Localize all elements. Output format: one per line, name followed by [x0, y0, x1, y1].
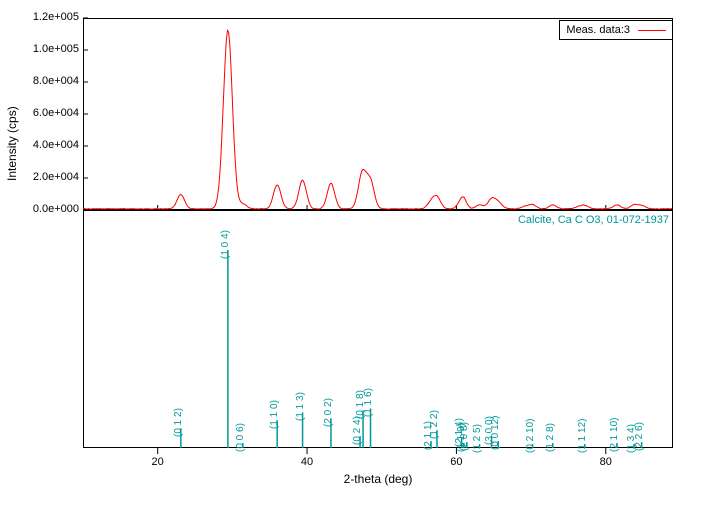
x-tick-label: 40 — [292, 456, 322, 468]
hkl-label: (0 2 10) — [525, 419, 536, 453]
legend: Meas. data:3 — [559, 20, 673, 40]
y-axis-label: Intensity (cps) — [5, 61, 19, 181]
legend-line — [638, 30, 666, 31]
x-tick-label: 20 — [143, 456, 173, 468]
y-tick-label: 1.2e+005 — [21, 11, 79, 23]
hkl-label: (1 1 3) — [295, 392, 306, 421]
reference-label: Calcite, Ca C O3, 01-072-1937 — [518, 214, 669, 226]
hkl-label: (0 0 12) — [490, 416, 501, 450]
hkl-label: (2 1 10) — [609, 418, 620, 452]
hkl-label: (2 0 2) — [323, 398, 334, 427]
x-tick-label: 80 — [591, 456, 621, 468]
y-tick-label: 8.0e+004 — [21, 75, 79, 87]
y-tick-label: 6.0e+004 — [21, 107, 79, 119]
y-tick-label: 1.0e+005 — [21, 43, 79, 55]
x-tick-label: 60 — [441, 456, 471, 468]
hkl-label: (0 1 2) — [173, 408, 184, 437]
x-axis-label: 2-theta (deg) — [328, 472, 428, 486]
hkl-label: (2 0 8) — [459, 422, 470, 451]
hkl-label: (0 2 4) — [352, 416, 363, 445]
xrd-chart: Intensity (cps) 2-theta (deg) Meas. data… — [0, 0, 710, 506]
hkl-label: (1 2 8) — [545, 423, 556, 452]
y-tick-label: 0.0e+000 — [21, 203, 79, 215]
hkl-label: (1 2 2) — [429, 410, 440, 439]
hkl-label: (1 1 12) — [577, 419, 588, 453]
hkl-label: (1 1 0) — [269, 400, 280, 429]
hkl-label: (0 0 6) — [235, 423, 246, 452]
y-tick-label: 2.0e+004 — [21, 171, 79, 183]
legend-label: Meas. data:3 — [566, 24, 630, 36]
hkl-label: (1 2 5) — [472, 424, 483, 453]
hkl-label: (1 1 6) — [363, 388, 374, 417]
y-tick-label: 4.0e+004 — [21, 139, 79, 151]
hkl-label: (1 0 4) — [220, 230, 231, 259]
hkl-label: (2 2 6) — [634, 422, 645, 451]
